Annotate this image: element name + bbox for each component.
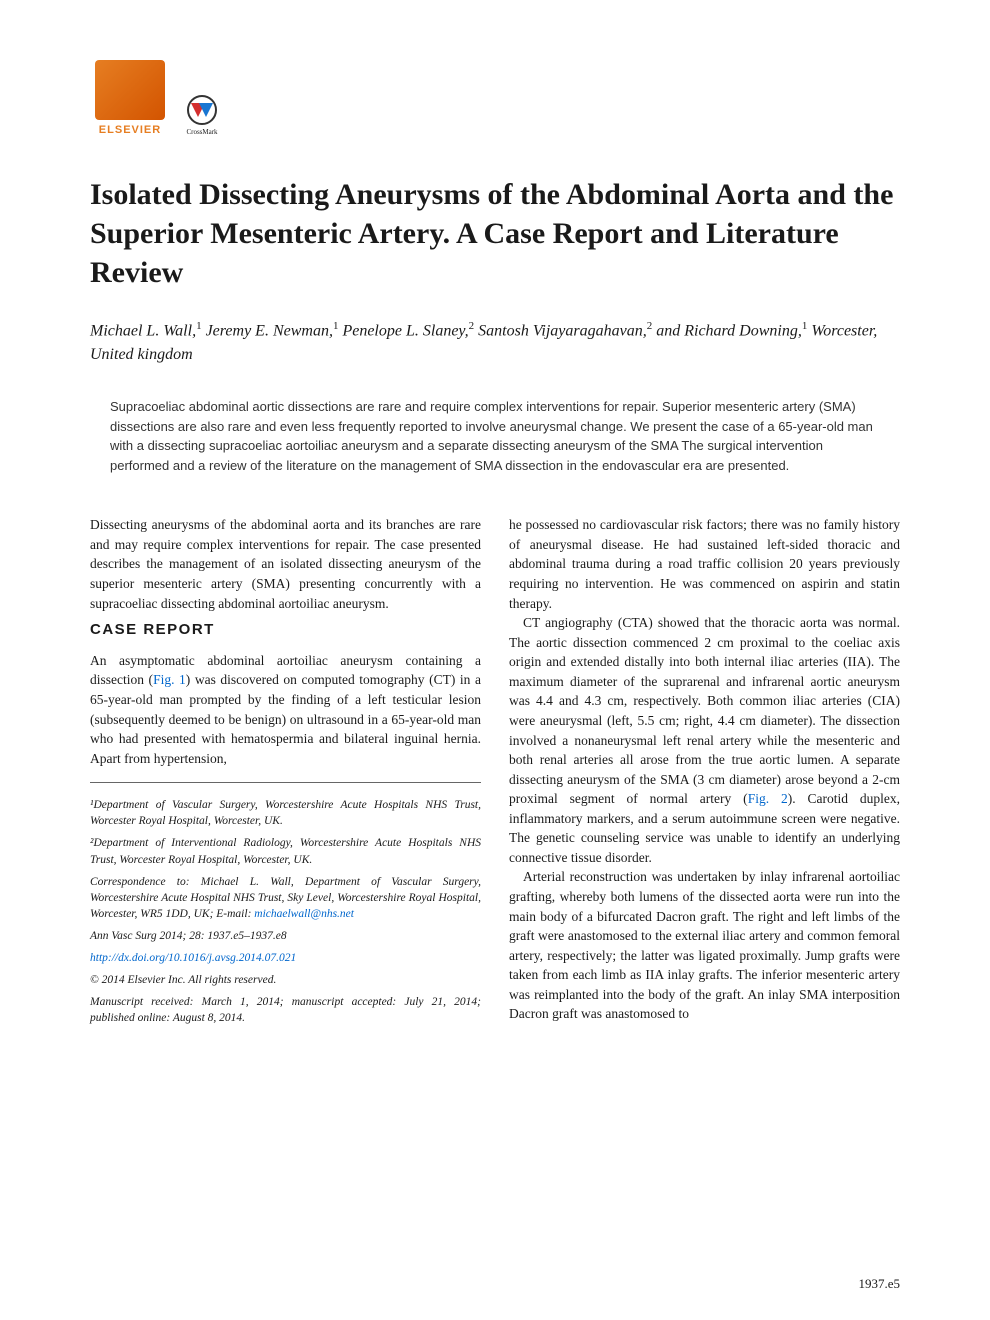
author-list: Michael L. Wall,1 Jeremy E. Newman,1 Pen…: [90, 318, 900, 367]
elsevier-tree-icon: [95, 60, 165, 120]
case-report-heading: CASE REPORT: [90, 619, 481, 641]
manuscript-history: Manuscript received: March 1, 2014; manu…: [90, 994, 481, 1026]
abstract: Supracoeliac abdominal aortic dissection…: [110, 397, 880, 475]
col2-paragraph-2: CT angiography (CTA) showed that the tho…: [509, 613, 900, 867]
publisher-logos: ELSEVIER CrossMark: [90, 60, 900, 145]
col2-p2-text-a: CT angiography (CTA) showed that the tho…: [509, 615, 900, 806]
intro-paragraph: Dissecting aneurysms of the abdominal ao…: [90, 515, 481, 613]
footnote-divider: [90, 782, 481, 783]
col2-paragraph-1: he possessed no cardiovascular risk fact…: [509, 515, 900, 613]
correspondence-email[interactable]: michaelwall@nhs.net: [254, 908, 354, 920]
elsevier-label: ELSEVIER: [99, 124, 161, 136]
footnotes-block: ¹Department of Vascular Surgery, Worcest…: [90, 797, 481, 1026]
col2-paragraph-3: Arterial reconstruction was undertaken b…: [509, 867, 900, 1024]
body-columns: Dissecting aneurysms of the abdominal ao…: [90, 515, 900, 1032]
right-column: he possessed no cardiovascular risk fact…: [509, 515, 900, 1032]
figure-2-link-label[interactable]: Fig. 2: [748, 791, 788, 806]
crossmark-logo[interactable]: CrossMark: [182, 95, 222, 145]
correspondence: Correspondence to: Michael L. Wall, Depa…: [90, 874, 481, 922]
affiliation-1: ¹Department of Vascular Surgery, Worcest…: [90, 797, 481, 829]
affiliation-2: ²Department of Interventional Radiology,…: [90, 835, 481, 867]
copyright-line: © 2014 Elsevier Inc. All rights reserved…: [90, 972, 481, 988]
crossmark-icon: [187, 95, 217, 125]
case-paragraph-1: An asymptomatic abdominal aortoiliac ane…: [90, 651, 481, 768]
figure-1-link[interactable]: Fig. 1: [153, 672, 186, 687]
citation-line: Ann Vasc Surg 2014; 28: 1937.e5–1937.e8: [90, 928, 481, 944]
doi-link[interactable]: http://dx.doi.org/10.1016/j.avsg.2014.07…: [90, 952, 296, 964]
article-title: Isolated Dissecting Aneurysms of the Abd…: [90, 175, 900, 292]
page-number: 1937.e5: [858, 1276, 900, 1292]
left-column: Dissecting aneurysms of the abdominal ao…: [90, 515, 481, 1032]
elsevier-logo[interactable]: ELSEVIER: [90, 60, 170, 145]
crossmark-label: CrossMark: [186, 128, 217, 136]
